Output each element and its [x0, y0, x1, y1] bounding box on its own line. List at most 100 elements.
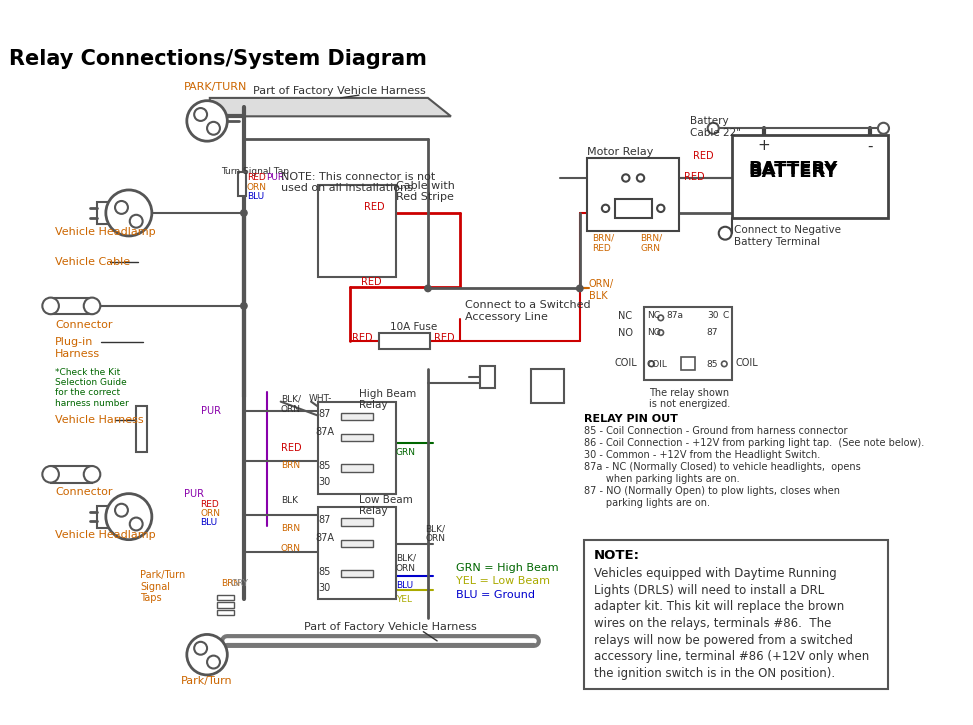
Bar — [587, 158, 679, 231]
Text: when parking lights are on.: when parking lights are on. — [585, 474, 740, 484]
Text: PUR: PUR — [200, 406, 221, 416]
Text: BATTERY: BATTERY — [748, 162, 838, 181]
Text: The relay shown
is not energized.: The relay shown is not energized. — [649, 388, 730, 410]
Text: Plug-in
Harness: Plug-in Harness — [55, 337, 100, 359]
Bar — [96, 505, 128, 528]
Text: RED: RED — [351, 333, 373, 343]
Text: Vehicle Headlamp: Vehicle Headlamp — [55, 531, 156, 540]
Text: BRN/
GRN: BRN/ GRN — [640, 233, 663, 252]
Text: BATTERY: BATTERY — [748, 160, 838, 178]
Text: 87: 87 — [319, 515, 331, 525]
Text: 85: 85 — [319, 567, 331, 577]
Bar — [732, 135, 888, 218]
Text: Connect to Negative
Battery Terminal: Connect to Negative Battery Terminal — [735, 225, 842, 247]
Text: Vehicle Headlamp: Vehicle Headlamp — [55, 227, 156, 237]
Text: COIL: COIL — [736, 358, 758, 368]
Circle shape — [187, 634, 228, 675]
Bar — [341, 518, 373, 526]
Text: GRN: GRN — [396, 447, 415, 457]
Text: 87a - NC (Normally Closed) to vehicle headlights,  opens: 87a - NC (Normally Closed) to vehicle he… — [585, 463, 861, 473]
Text: RED: RED — [364, 202, 384, 212]
Text: Motor Relay: Motor Relay — [587, 146, 654, 157]
Text: BLK/
ORN: BLK/ ORN — [396, 553, 415, 573]
Text: Battery
Cable 22": Battery Cable 22" — [690, 116, 741, 138]
Circle shape — [577, 285, 583, 291]
Text: 87: 87 — [706, 328, 718, 337]
Bar — [136, 406, 147, 452]
Text: Vehicles equipped with Daytime Running: Vehicles equipped with Daytime Running — [594, 567, 837, 580]
Text: 85: 85 — [319, 461, 331, 471]
Text: RED: RED — [246, 173, 266, 183]
Text: RELAY PIN OUT: RELAY PIN OUT — [585, 413, 678, 423]
Bar — [615, 199, 652, 218]
Text: Part of Factory Vehicle Harness: Part of Factory Vehicle Harness — [304, 623, 477, 632]
Text: RED: RED — [280, 443, 302, 453]
Circle shape — [84, 466, 100, 483]
Text: Cable with
Red Stripe: Cable with Red Stripe — [396, 181, 454, 202]
Text: 87a: 87a — [667, 312, 683, 320]
Bar — [238, 173, 246, 196]
Text: NC: NC — [619, 312, 632, 321]
Circle shape — [195, 108, 207, 121]
Text: 87: 87 — [319, 409, 331, 419]
Text: 30: 30 — [319, 583, 331, 593]
Circle shape — [195, 642, 207, 655]
Circle shape — [649, 361, 654, 367]
Circle shape — [658, 315, 664, 320]
Circle shape — [129, 518, 143, 531]
Text: COIL: COIL — [647, 360, 667, 369]
Text: BRN: BRN — [280, 524, 300, 533]
Text: Park/Turn: Park/Turn — [181, 676, 233, 686]
Circle shape — [424, 285, 431, 291]
Bar — [51, 298, 92, 314]
Text: Low Beam
Relay: Low Beam Relay — [359, 494, 413, 516]
Text: COIL: COIL — [615, 358, 637, 368]
Text: PARK/TURN: PARK/TURN — [184, 82, 247, 92]
Text: Lights (DRLS) will need to install a DRL: Lights (DRLS) will need to install a DRL — [594, 584, 824, 597]
Text: NO: NO — [619, 328, 633, 338]
Text: 85 - Coil Connection - Ground from harness connector: 85 - Coil Connection - Ground from harne… — [585, 426, 847, 436]
Circle shape — [207, 655, 220, 668]
Circle shape — [719, 227, 732, 240]
Text: C: C — [722, 312, 729, 320]
Bar — [341, 570, 373, 577]
Text: BLU: BLU — [246, 192, 264, 201]
Bar — [379, 333, 430, 349]
Circle shape — [106, 494, 152, 539]
Circle shape — [240, 302, 247, 309]
Text: +: + — [757, 138, 771, 154]
Text: ORN/
BLK: ORN/ BLK — [589, 279, 614, 301]
Bar — [317, 186, 396, 278]
Bar — [681, 357, 695, 370]
Circle shape — [878, 123, 889, 134]
Circle shape — [240, 210, 247, 216]
Text: Part of Factory Vehicle Harness: Part of Factory Vehicle Harness — [253, 86, 426, 96]
Bar — [217, 602, 234, 608]
Text: BLU: BLU — [200, 518, 218, 528]
Text: NOTE: This connector is not
used on all installations.: NOTE: This connector is not used on all … — [280, 172, 435, 193]
Text: relays will now be powered from a switched: relays will now be powered from a switch… — [594, 634, 852, 647]
Text: RED: RED — [434, 333, 455, 343]
Text: Relay Connections/System Diagram: Relay Connections/System Diagram — [9, 49, 427, 69]
Bar — [217, 610, 234, 615]
Circle shape — [115, 201, 127, 214]
Text: Connect to a Switched
Accessory Line: Connect to a Switched Accessory Line — [465, 300, 591, 322]
Text: BRN: BRN — [280, 461, 300, 471]
Text: 87A: 87A — [315, 427, 335, 437]
Text: Turn Signal Tap: Turn Signal Tap — [221, 167, 289, 176]
Circle shape — [637, 174, 644, 182]
Circle shape — [657, 204, 665, 212]
Text: ORN: ORN — [280, 544, 301, 553]
Text: accessory line, terminal #86 (+12V only when: accessory line, terminal #86 (+12V only … — [594, 650, 869, 663]
Circle shape — [84, 298, 100, 314]
Text: BRN/
RED: BRN/ RED — [592, 233, 614, 252]
Text: NO: NO — [647, 328, 661, 337]
Text: PUR: PUR — [184, 489, 204, 499]
Text: 30: 30 — [319, 477, 331, 487]
Text: 30 - Common - +12V from the Headlight Switch.: 30 - Common - +12V from the Headlight Sw… — [585, 450, 820, 460]
Bar — [341, 413, 373, 420]
Circle shape — [115, 504, 127, 517]
Text: YEL = Low Beam: YEL = Low Beam — [455, 576, 550, 587]
Bar — [341, 434, 373, 442]
Text: *Check the Kit
Selection Guide
for the correct
harness number: *Check the Kit Selection Guide for the c… — [55, 368, 129, 407]
